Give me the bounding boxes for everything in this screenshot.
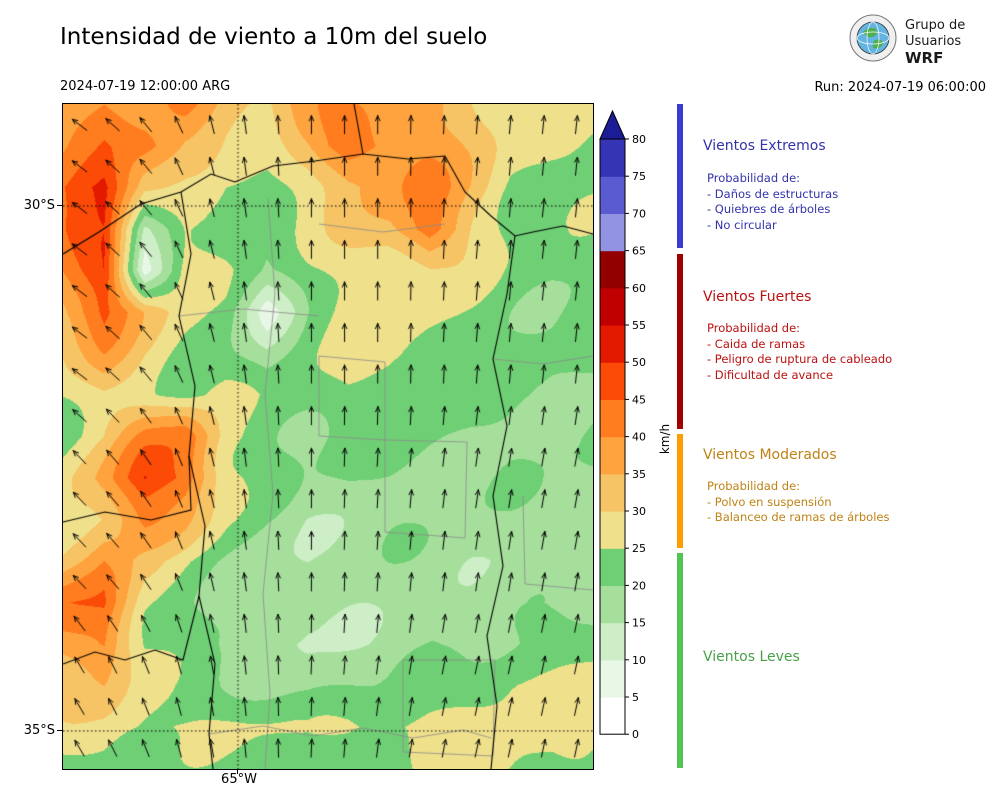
- prob-item: - Dificultad de avance: [707, 367, 834, 382]
- xtick-mark-65w: [237, 769, 238, 774]
- prob-item: - Balanceo de ramas de árboles: [707, 510, 890, 525]
- prob-item: - Caida de ramas: [707, 336, 806, 351]
- prob-item: - Peligro de ruptura de cableado: [707, 352, 893, 367]
- colorbar-unit-label: km/h: [658, 423, 672, 455]
- legend-details-fuertes: Probabilidad de: - Caida de ramas - Peli…: [707, 321, 892, 383]
- svg-text:50: 50: [632, 356, 646, 369]
- svg-text:15: 15: [632, 617, 646, 630]
- legend-bar-moderados: [677, 434, 683, 548]
- svg-text:60: 60: [632, 282, 646, 295]
- svg-text:25: 25: [632, 542, 646, 555]
- legend-details-moderados: Probabilidad de: - Polvo en suspensión -…: [707, 479, 889, 526]
- logo-text: Grupo de Usuarios WRF: [905, 18, 965, 66]
- svg-text:40: 40: [632, 431, 646, 444]
- legend-title-extremos: Vientos Extremos: [703, 138, 826, 154]
- ytick-30s: 30°S: [23, 198, 55, 213]
- page-title: Intensidad de viento a 10m del suelo: [60, 24, 488, 50]
- svg-text:65: 65: [632, 245, 646, 258]
- prob-item: - Polvo en suspensión: [707, 494, 832, 509]
- prob-label: Probabilidad de:: [707, 171, 801, 185]
- ytick-mark-35s: [57, 730, 62, 731]
- svg-text:5: 5: [632, 691, 639, 704]
- logo-wrf-label: WRF: [905, 49, 944, 67]
- legend-bar-fuertes: [677, 254, 683, 429]
- svg-text:55: 55: [632, 319, 646, 332]
- wind-field-canvas: [63, 104, 593, 769]
- legend-title-moderados: Vientos Moderados: [703, 447, 837, 463]
- prob-label: Probabilidad de:: [707, 479, 801, 493]
- ytick-35s: 35°S: [23, 723, 55, 738]
- prob-item: - No circular: [707, 217, 777, 232]
- xtick-65w: 65°W: [221, 772, 257, 787]
- prob-item: - Quiebres de árboles: [707, 202, 831, 217]
- legend-details-extremos: Probabilidad de: - Daños de estructuras …: [707, 171, 838, 233]
- legend-bar-leves: [677, 553, 683, 768]
- ytick-mark-30s: [57, 205, 62, 206]
- svg-text:70: 70: [632, 207, 646, 220]
- svg-text:0: 0: [632, 728, 639, 741]
- prob-label: Probabilidad de:: [707, 321, 801, 335]
- svg-text:45: 45: [632, 393, 646, 406]
- wind-map-frame: [62, 103, 594, 770]
- run-datetime: Run: 2024-07-19 06:00:00: [814, 80, 986, 95]
- globe-logo-icon: [849, 14, 897, 62]
- legend-title-leves: Vientos Leves: [703, 649, 800, 665]
- colorbar: 0 5 10 15 20 25 30 35 40 45 50 55 60 65 70 75 80: [599, 109, 646, 741]
- logo-line-2: Usuarios: [905, 34, 962, 49]
- svg-text:80: 80: [632, 133, 646, 146]
- valid-datetime: 2024-07-19 12:00:00 ARG: [60, 79, 231, 94]
- legend-title-fuertes: Vientos Fuertes: [703, 289, 812, 305]
- legend-bar-extremos: [677, 104, 683, 248]
- prob-item: - Daños de estructuras: [707, 186, 839, 201]
- logo-line-1: Grupo de: [905, 18, 966, 33]
- svg-text:75: 75: [632, 170, 646, 183]
- svg-text:30: 30: [632, 505, 646, 518]
- svg-text:35: 35: [632, 468, 646, 481]
- svg-text:20: 20: [632, 579, 646, 592]
- svg-text:10: 10: [632, 654, 646, 667]
